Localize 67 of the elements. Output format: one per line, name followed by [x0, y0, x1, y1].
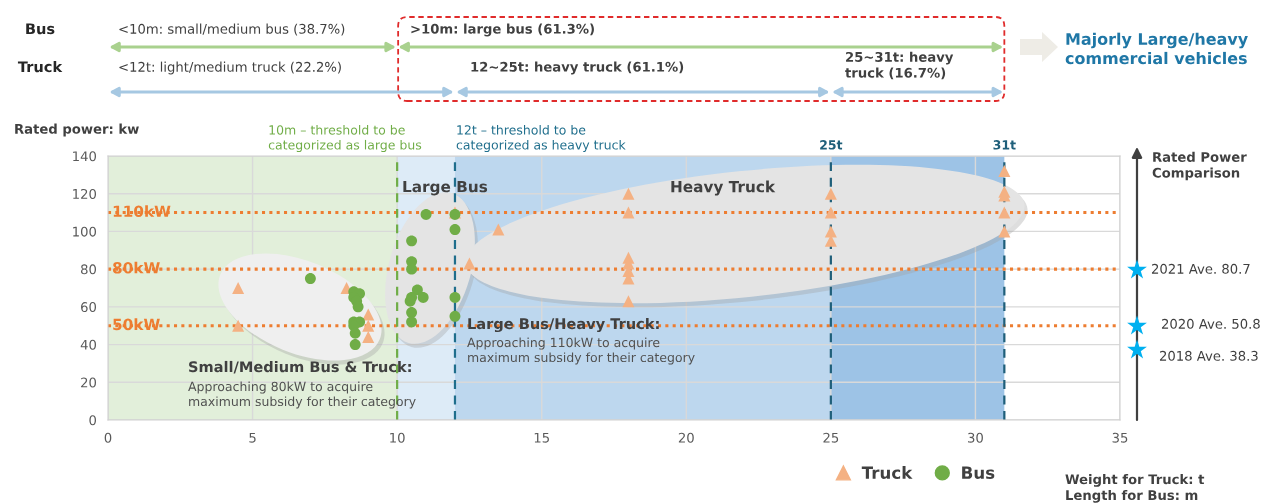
- point: [406, 235, 418, 247]
- text: Majorly Large/heavy commercial vehicles: [1065, 32, 1248, 65]
- annotation: Approaching 110kW to acquire maximum subsidy for their category: [467, 337, 695, 365]
- point: [449, 310, 461, 322]
- point: [304, 273, 316, 285]
- text: Rated Power Comparison: [1152, 151, 1247, 181]
- point: [998, 165, 1011, 178]
- legend-label: Bus: [962, 466, 995, 479]
- text: 2021 Ave. 80.7: [1151, 263, 1250, 274]
- point: [449, 224, 461, 236]
- y-tick-label: 100: [73, 226, 97, 237]
- point: [417, 291, 429, 303]
- text: Bus: [26, 23, 55, 35]
- y-tick-label: 120: [73, 188, 97, 199]
- legend-label: Truck: [861, 466, 913, 479]
- x-tick-label: 5: [249, 432, 256, 443]
- point: [349, 327, 361, 339]
- point: [420, 208, 432, 220]
- text: 25~31t: heavy truck (16.7%): [845, 51, 954, 80]
- y-tick-label: 0: [89, 415, 97, 426]
- point: [824, 187, 837, 200]
- x-tick-label: 0: [104, 432, 112, 443]
- text: 2020 Ave. 50.8: [1161, 318, 1260, 329]
- y-tick-label: 20: [81, 377, 97, 388]
- ref-line-label: 31t: [993, 140, 1016, 150]
- point: [824, 206, 837, 219]
- ref-line-label: 10m – threshold to be categorized as large bus: [268, 124, 422, 152]
- point: [622, 206, 635, 219]
- x-tick-label: 35: [1112, 432, 1128, 443]
- text: >10m: large bus (61.3%): [411, 23, 594, 37]
- ref-line-label: 12t – threshold to be categorized as heavy truck: [456, 124, 626, 152]
- annotation: Large Bus: [403, 180, 488, 196]
- y-axis-title: Rated power: kw: [15, 123, 139, 137]
- annotation: Small/Medium Bus & Truck:: [189, 360, 411, 374]
- y-tick-label: 60: [81, 302, 97, 313]
- text: <12t: light/medium truck (22.2%): [119, 61, 341, 75]
- x-tick-label: 30: [968, 432, 983, 443]
- text: 12~25t: heavy truck (61.1%): [471, 61, 684, 75]
- point: [362, 319, 375, 332]
- x-axis-title: Weight for Truck: t Length for Bus: m: [1065, 474, 1205, 503]
- point: [622, 295, 635, 308]
- point: [622, 187, 635, 200]
- point: [492, 223, 505, 236]
- annotation: Heavy Truck: [671, 180, 776, 196]
- ref-line-label: 25t: [820, 140, 843, 150]
- text: 2018 Ave. 38.3: [1159, 350, 1258, 361]
- point: [998, 225, 1011, 238]
- x-tick-label: 25: [823, 432, 839, 443]
- point: [406, 316, 418, 328]
- point: [463, 257, 476, 270]
- point: [362, 331, 375, 344]
- y-tick-label: 40: [80, 339, 97, 350]
- text: <10m: small/medium bus (38.7%): [119, 23, 345, 36]
- point: [406, 307, 418, 318]
- x-tick-label: 20: [678, 432, 694, 443]
- point: [449, 291, 461, 303]
- text: Truck: [17, 60, 63, 73]
- point: [232, 319, 245, 332]
- point: [232, 281, 245, 295]
- x-tick-label: 10: [390, 432, 405, 443]
- point: [998, 206, 1011, 219]
- point: [349, 339, 361, 351]
- y-tick-label: 80: [80, 264, 97, 275]
- annotation: Large Bus/Heavy Truck:: [468, 317, 659, 333]
- y-tick-label: 140: [73, 151, 97, 162]
- x-tick-label: 15: [534, 432, 549, 443]
- annotation: Approaching 80kW to acquire maximum subsidy for their category: [188, 381, 416, 409]
